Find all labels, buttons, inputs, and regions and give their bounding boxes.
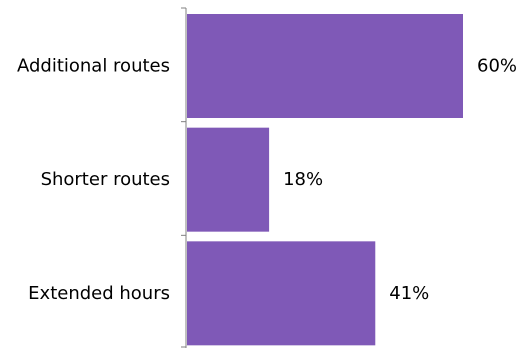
value-labels: 60% 18% 41% — [283, 56, 517, 304]
bars — [187, 14, 463, 346]
category-label: Extended hours — [28, 283, 170, 304]
category-labels: Additional routes Shorter routes Extended … — [17, 56, 170, 304]
value-label: 41% — [389, 283, 429, 304]
category-label: Shorter routes — [41, 169, 170, 190]
value-label: 18% — [283, 169, 323, 190]
bar — [187, 127, 270, 232]
value-label: 60% — [477, 56, 517, 77]
category-label: Additional routes — [17, 56, 170, 77]
category-axis — [181, 7, 187, 348]
bar — [187, 14, 463, 118]
bar — [187, 241, 376, 346]
